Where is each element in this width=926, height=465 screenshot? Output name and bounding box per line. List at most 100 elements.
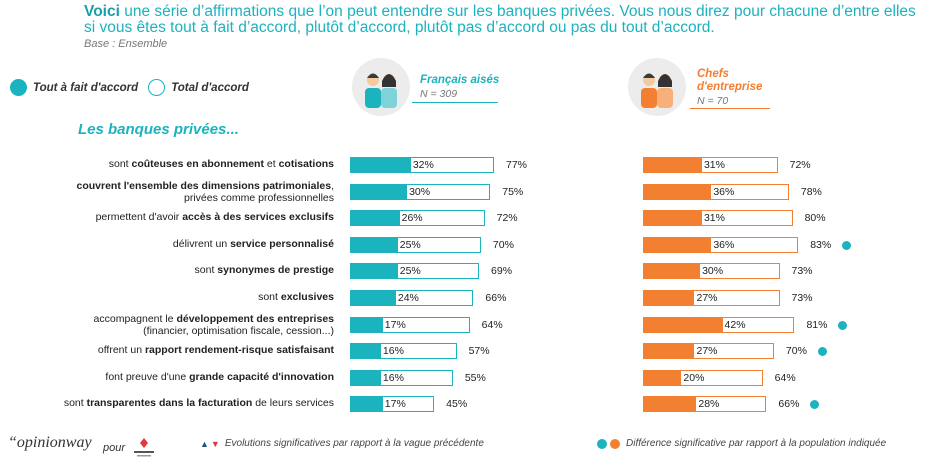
total-bar [350,210,485,227]
total-value: 70% [785,345,807,358]
total-bar [643,236,799,253]
total-value: 83% [810,238,832,251]
row-label: délivrent un service personnalisé [4,238,334,250]
group1-underline [412,102,498,103]
label-bold: transparentes dans la facturation [86,397,253,410]
tout-a-fait-bar [351,397,383,412]
row-label-line1: couvrent l'ensemble des dimensions patri… [4,179,335,192]
tout-a-fait-bar [644,317,723,332]
tout-a-fait-value: 42% [724,318,746,331]
pour-label: pour [103,442,126,454]
footer-difference: Différence significative par rapport à l… [597,438,886,449]
label-text: font preuve d'une [105,370,190,383]
footer-evolution: ▲ ▼ Evolutions significatives par rapport… [200,438,484,449]
row-label-line1: délivrent un service personnalisé [4,238,334,250]
row-label: sont exclusives [4,291,334,303]
significance-dot [810,400,820,410]
total-bar [350,396,435,413]
table-row: offrent un rapport rendement-risque sati… [0,338,926,364]
group2-title: Chefs d'entreprise [697,68,763,93]
total-bar [350,316,470,333]
label-text: , [331,179,334,192]
row-label: offrent un rapport rendement-risque sati… [4,344,334,356]
label-bold: exclusives [280,291,334,303]
group2-underline [690,108,770,109]
tout-a-fait-value: 31% [703,212,725,225]
row-label-line1: accompagnent le développement des entrep… [4,313,334,325]
row-label: accompagnent le développement des entrep… [4,313,334,337]
question-text: Voici une série d’affirmations que l’on … [84,3,916,36]
tout-a-fait-value: 17% [384,318,406,331]
table-row: sont synonymes de prestige 25% 69% 30% 73% [0,258,926,284]
table-row: délivrent un service personnalisé 25% 70% 3… [0,232,926,258]
tout-a-fait-bar [351,291,396,305]
row-label: sont coûteuses en abonnement et cotisati… [4,158,334,170]
significance-dot [842,240,852,250]
tout-a-fait-bar [644,158,702,172]
total-value: 80% [804,212,826,225]
row-label: font preuve d'une grande capacité d'inno… [4,371,334,383]
total-bar [643,183,789,200]
table-row: sont coûteuses en abonnement et cotisati… [0,152,926,178]
label-bold: cotisations [278,158,334,170]
total-value: 73% [791,292,813,304]
legend: Tout à fait d'accord Total d'accord [10,79,249,96]
label-text: sont [258,291,281,303]
total-value: 64% [774,371,796,384]
total-value: 45% [446,398,468,411]
label-bold: rapport rendement-risque satisfaisant [144,344,334,357]
label-bold: service personnalisé [230,237,334,250]
tout-a-fait-bar [644,344,695,359]
label-text: sont [194,264,218,277]
row-label: sont synonymes de prestige [4,264,334,276]
tout-a-fait-value: 27% [696,345,718,358]
tout-a-fait-bar [351,211,400,226]
total-bar [643,396,767,413]
row-label-line1: sont transparentes dans la facturation d… [4,397,334,409]
base-note: Base : Ensemble [84,38,168,50]
total-bar [350,263,480,280]
group1-title: Français aisés [420,74,500,86]
significance-dot [838,320,848,330]
row-label-line1: font preuve d'une grande capacité d'inno… [4,371,334,383]
total-value: 64% [481,318,503,331]
tout-a-fait-bar [644,264,701,279]
group1-n: N = 309 [420,88,458,100]
legend-ring-dot [148,79,166,96]
total-bar [643,369,763,386]
total-bar [350,369,453,386]
tout-a-fait-value: 26% [401,212,423,225]
row-label-line2: (financier, optimisation fiscale, cessio… [143,324,334,337]
total-bar [643,157,778,173]
row-label: permettent d'avoir accès à des services … [4,211,334,223]
tout-a-fait-value: 25% [399,238,421,251]
tout-a-fait-value: 27% [696,292,718,304]
tout-a-fait-bar [644,397,697,412]
table-row: sont exclusives 24% 66% 27% 73% [0,285,926,311]
label-text: de leurs services [252,397,334,410]
label-bold: synonymes de prestige [217,264,334,277]
swisslife-logo [130,436,158,460]
tout-a-fait-bar [351,370,381,385]
total-value: 66% [778,398,800,411]
tout-a-fait-bar [351,264,398,279]
label-bold: accès à des services exclusifs [182,211,334,224]
tout-a-fait-bar [644,237,712,252]
label-text: offrent un [97,344,145,357]
row-label: couvrent l'ensemble des dimensions patri… [4,179,335,204]
tout-a-fait-bar [351,344,381,359]
legend-ring-label: Total d'accord [171,81,249,94]
total-bar [643,210,793,227]
total-value: 78% [800,185,822,198]
total-value: 55% [464,371,486,384]
tout-a-fait-bar [644,211,702,226]
table-row: accompagnent le développement des entrep… [0,312,926,338]
tout-a-fait-bar [644,370,682,385]
total-value: 69% [491,265,513,278]
total-bar [643,343,774,360]
tout-a-fait-value: 16% [382,345,404,358]
tout-a-fait-bar [644,184,712,199]
table-row: sont transparentes dans la facturation d… [0,391,926,417]
tout-a-fait-value: 36% [713,185,735,198]
tout-a-fait-value: 25% [399,265,421,278]
